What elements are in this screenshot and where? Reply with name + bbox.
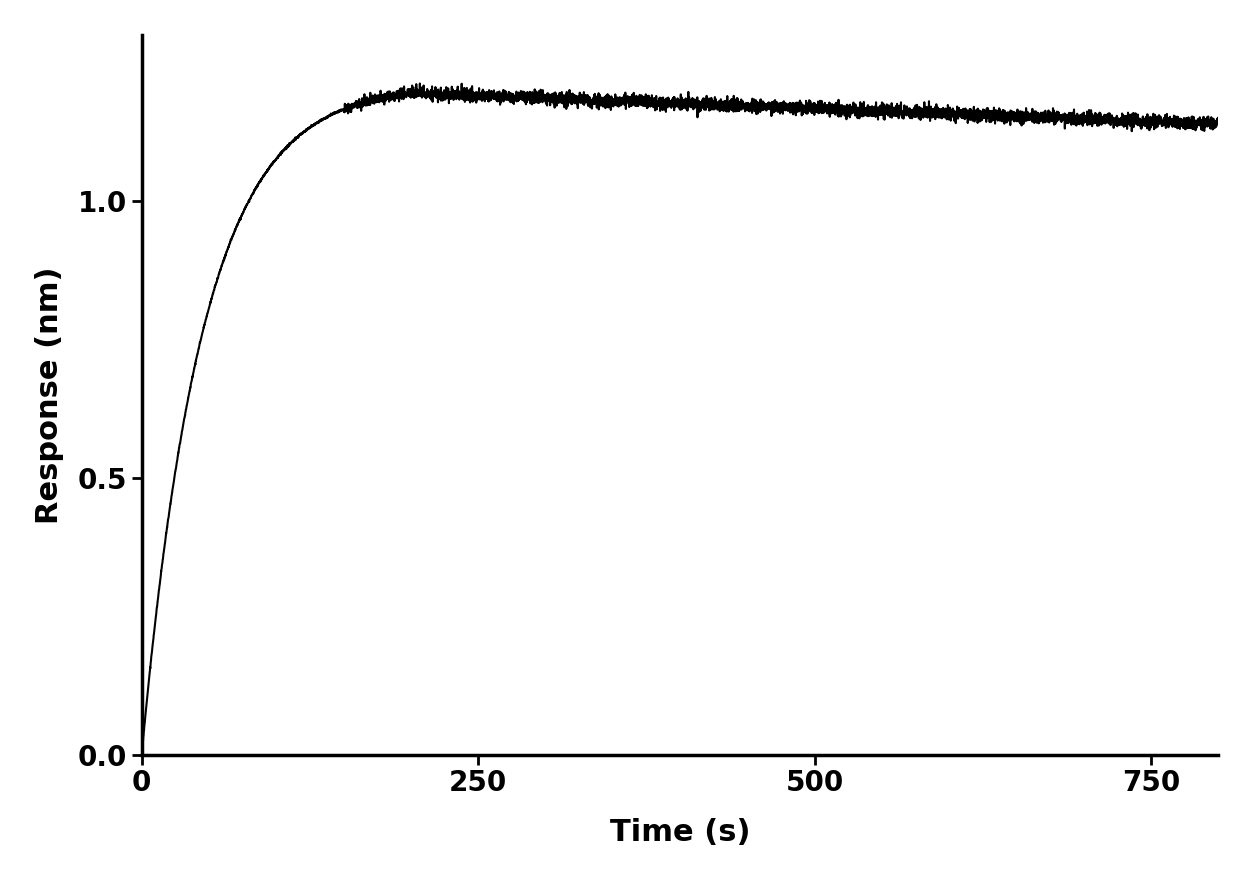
Y-axis label: Response (nm): Response (nm): [35, 266, 64, 524]
X-axis label: Time (s): Time (s): [610, 818, 751, 848]
